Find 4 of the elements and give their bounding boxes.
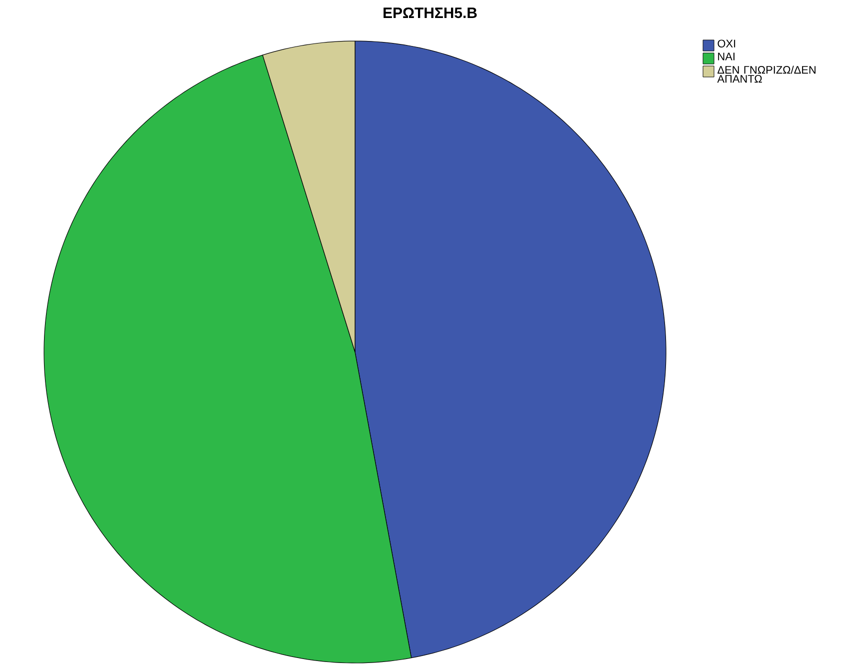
legend-label: ΝΑΙ bbox=[718, 52, 734, 60]
legend-label: ΟΧΙ bbox=[718, 40, 736, 48]
legend-label: ΔΕΝ ΓΝΩΡΙΖΩ/ΔΕΝ ΑΠΑΝΤΩ bbox=[717, 66, 816, 83]
chart-title: ΕΡΩΤΗΣΗ5.Β bbox=[384, 8, 477, 18]
